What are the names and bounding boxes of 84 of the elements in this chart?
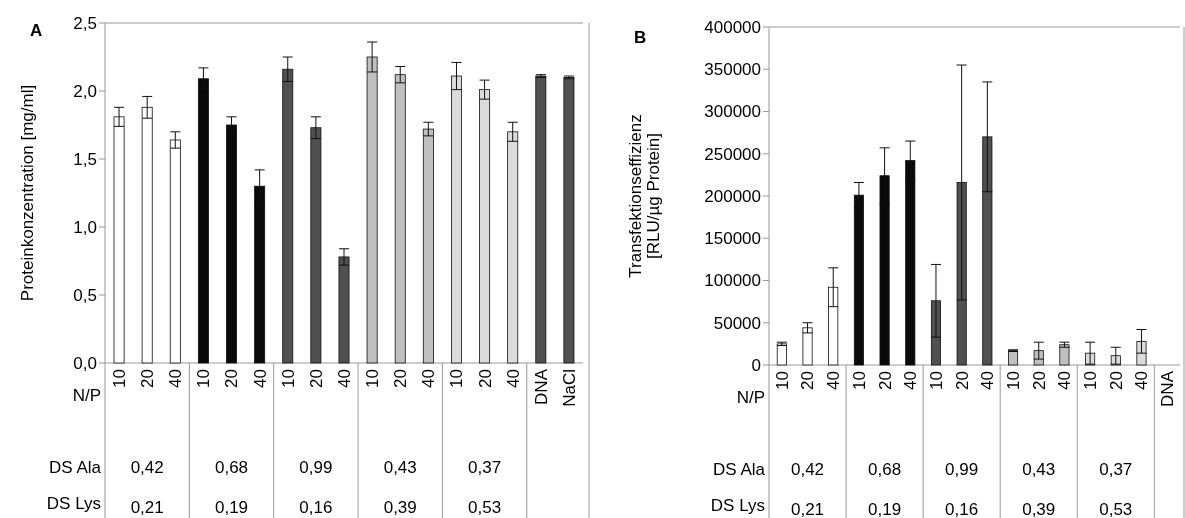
x-tick-label: 20 xyxy=(798,371,818,390)
text: 0,42 xyxy=(130,457,164,477)
y-axis-title: Proteinkonzentration [mg/ml] xyxy=(17,84,37,302)
text: 0,19 xyxy=(214,497,249,517)
bar xyxy=(776,343,787,366)
bar xyxy=(563,77,575,364)
x-tick-label: 20 xyxy=(875,371,895,390)
x-tick-label: 40 xyxy=(250,369,270,388)
x-tick-label: 40 xyxy=(334,369,354,388)
text: DS Ala xyxy=(713,459,766,479)
text: DS Ala xyxy=(49,457,102,477)
text: DS Lys xyxy=(710,495,765,515)
bar xyxy=(1008,350,1019,366)
y-tick-label: 0,0 xyxy=(73,353,97,373)
x-tick-label: DNA xyxy=(531,368,551,405)
text: N/P xyxy=(736,387,765,407)
bar xyxy=(802,327,813,366)
text: 0,37 xyxy=(1099,459,1133,479)
x-tick-label: 40 xyxy=(901,371,921,390)
x-tick-label: 10 xyxy=(926,371,946,390)
x-tick-label: 10 xyxy=(278,369,298,388)
x-tick-label: NaCl xyxy=(559,369,579,407)
y-tick-label: 150000 xyxy=(704,229,761,249)
y-tick-label: 400000 xyxy=(704,17,761,37)
text: N/P xyxy=(72,385,101,405)
x-tick-label: 40 xyxy=(824,371,844,390)
text: DS Lys xyxy=(46,493,101,513)
y-tick-label: 50000 xyxy=(713,313,761,333)
y-tick-label: 200000 xyxy=(704,186,761,206)
text: 0,99 xyxy=(945,459,979,479)
x-tick-label: 40 xyxy=(166,369,186,388)
x-tick-label: 10 xyxy=(447,369,467,388)
text: 0,37 xyxy=(468,457,502,477)
bar xyxy=(535,75,547,364)
y-tick-label: 100000 xyxy=(704,271,761,291)
x-tick-label: 40 xyxy=(503,369,523,388)
x-tick-label: 20 xyxy=(1106,371,1126,390)
text: 0,43 xyxy=(1022,459,1056,479)
x-tick-label: 20 xyxy=(1029,371,1049,390)
text: 0,53 xyxy=(1099,499,1133,518)
text: 0,68 xyxy=(868,459,902,479)
y-tick-label: 350000 xyxy=(704,60,761,80)
x-tick-label: 10 xyxy=(1081,371,1101,390)
y-tick-label: 2,5 xyxy=(73,13,97,33)
x-tick-label: 40 xyxy=(1055,371,1075,390)
x-tick-label: 10 xyxy=(1003,371,1023,390)
x-tick-label: 20 xyxy=(391,369,411,388)
x-tick-label: 20 xyxy=(222,369,242,388)
text: 0,19 xyxy=(868,499,902,518)
y-tick-label: 0,5 xyxy=(73,285,97,305)
y-tick-label: 2,0 xyxy=(73,81,97,101)
x-tick-label: 10 xyxy=(363,369,383,388)
text: 0,53 xyxy=(468,497,502,517)
text: 0,39 xyxy=(383,497,417,517)
x-tick-label: 10 xyxy=(110,369,130,388)
y-tick-label: 250000 xyxy=(704,144,761,164)
x-tick-label: DNA xyxy=(1158,370,1178,407)
x-tick-label: 20 xyxy=(138,369,158,388)
y-tick-label: 300000 xyxy=(704,102,761,122)
text: 0,21 xyxy=(130,497,164,517)
x-tick-label: 20 xyxy=(475,369,495,388)
x-tick-label: 40 xyxy=(1132,371,1152,390)
x-tick-label: 20 xyxy=(952,371,972,390)
y-tick-label: 1,5 xyxy=(73,149,97,169)
x-tick-label: 40 xyxy=(419,369,439,388)
text: 0,42 xyxy=(790,459,825,479)
text: 0,16 xyxy=(945,499,979,518)
text: 0,39 xyxy=(1022,499,1056,518)
text: 0,16 xyxy=(299,497,333,517)
text: 0,99 xyxy=(299,457,333,477)
x-tick-label: 10 xyxy=(772,371,792,390)
y-tick-label: 1,0 xyxy=(73,217,97,237)
y-axis-title: Transfektionseffizienz [RLU/µg Protein] xyxy=(625,114,664,278)
chart-title: A xyxy=(30,21,43,40)
text: 0,43 xyxy=(383,457,417,477)
x-tick-label: 10 xyxy=(849,371,869,390)
bar xyxy=(1059,344,1070,366)
text: 0,68 xyxy=(214,457,249,477)
y-tick-label: 0 xyxy=(751,355,761,375)
text: 0,21 xyxy=(790,499,825,518)
x-tick-label: 40 xyxy=(978,371,998,390)
x-tick-label: 20 xyxy=(306,369,326,388)
x-tick-label: 10 xyxy=(194,369,214,388)
chart-title: B xyxy=(634,28,647,47)
